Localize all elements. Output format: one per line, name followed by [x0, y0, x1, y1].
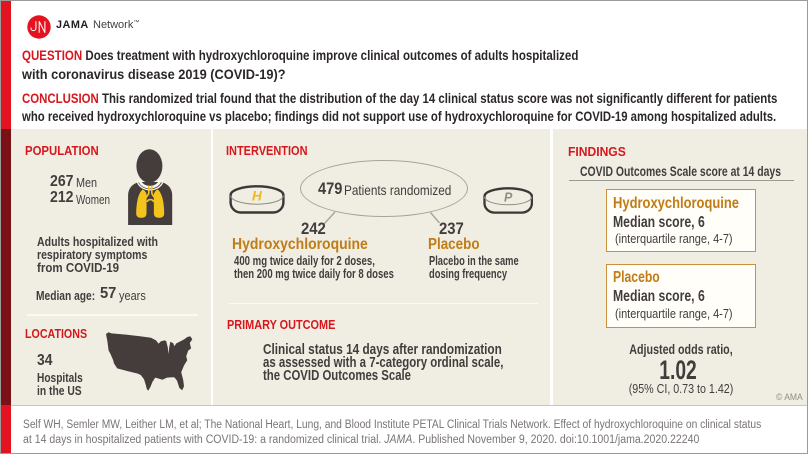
svg-text:H: H — [252, 189, 262, 204]
svg-text:P: P — [504, 190, 513, 204]
